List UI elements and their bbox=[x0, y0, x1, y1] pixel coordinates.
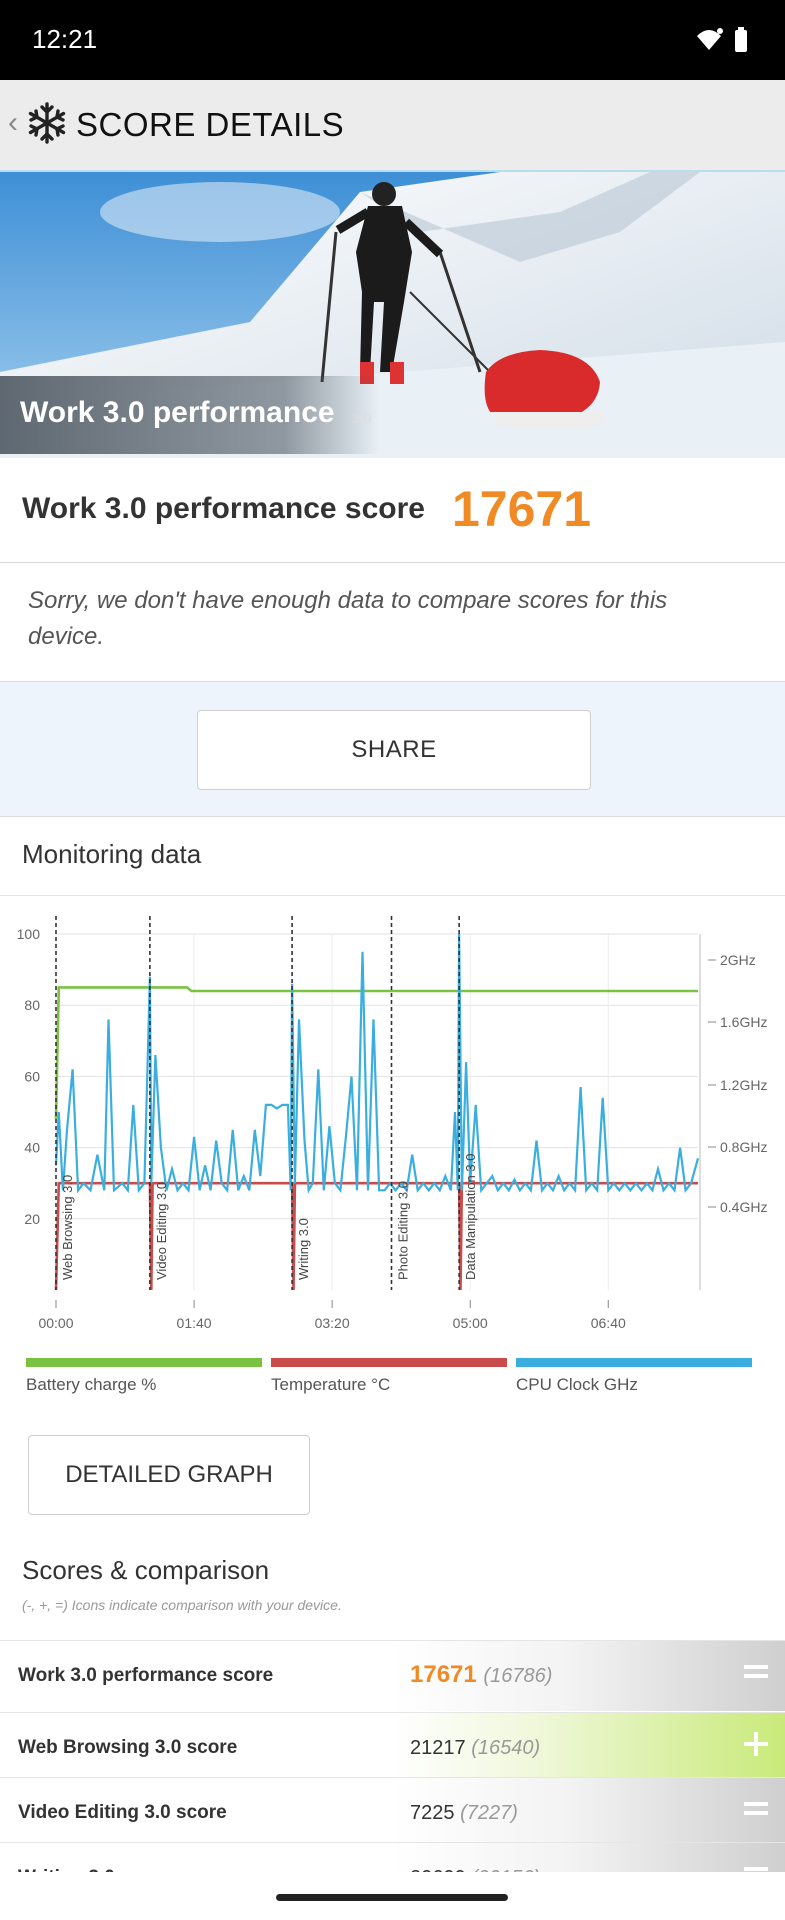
row-value: 21217 (16540) bbox=[410, 1737, 540, 1760]
comparison-notice: Sorry, we don't have enough data to comp… bbox=[0, 563, 785, 682]
hero-version: 3.0 bbox=[352, 410, 372, 426]
series-line-temperature bbox=[54, 1181, 698, 1291]
event-label: Photo Editing 3.0 bbox=[395, 1181, 410, 1280]
event-label: Data Manipulation 3.0 bbox=[463, 1154, 478, 1280]
row-value: 17671 (16786) bbox=[410, 1661, 552, 1689]
row-value: 7225 (7227) bbox=[410, 1802, 518, 1825]
y2-tick-label: 1.6GHz bbox=[720, 1014, 767, 1030]
scores-subtitle: (-, +, =) Icons indicate comparison with… bbox=[22, 1597, 342, 1613]
row-score: 17671 bbox=[410, 1661, 477, 1688]
monitoring-chart-svg: 20 40 60 80 100 00:00 01:40 03:20 05:00 06:40 2GHz… bbox=[17, 916, 767, 1331]
equal-icon bbox=[744, 1665, 768, 1678]
hero-caption: Work 3.0 performance 3.0 bbox=[0, 376, 380, 454]
monitoring-header: Monitoring data bbox=[0, 816, 785, 896]
home-gesture-pill[interactable] bbox=[276, 1894, 508, 1901]
series-line-battery bbox=[54, 986, 698, 1120]
row-reference: (16786) bbox=[483, 1665, 553, 1687]
row-value-cell: 7225 (7227) bbox=[392, 1778, 785, 1848]
detailed-graph-button[interactable]: DETAILED GRAPH bbox=[28, 1435, 310, 1515]
x-tick-label: 06:40 bbox=[591, 1315, 626, 1331]
y-tick-label: 80 bbox=[24, 997, 40, 1013]
hero-title: Work 3.0 performance bbox=[20, 396, 335, 429]
y2-tick-label: 1.2GHz bbox=[720, 1077, 767, 1093]
y-tick-label: 60 bbox=[24, 1068, 40, 1084]
score-label: Work 3.0 performance score bbox=[22, 492, 425, 525]
scores-title: Scores & comparison bbox=[22, 1555, 270, 1585]
legend-battery: Battery charge % bbox=[26, 1358, 262, 1395]
app-bar: ‹ SCORE DETAILS bbox=[0, 80, 785, 173]
score-value: 17671 bbox=[452, 481, 592, 537]
event-label: Writing 3.0 bbox=[296, 1218, 311, 1280]
y-tick-label: 20 bbox=[24, 1211, 40, 1227]
event-label: Web Browsing 3.0 bbox=[60, 1175, 75, 1280]
y2-tick-label: 0.8GHz bbox=[720, 1139, 767, 1155]
status-time: 12:21 bbox=[32, 24, 98, 54]
row-reference: (7227) bbox=[460, 1802, 518, 1824]
legend-temperature: Temperature °C bbox=[271, 1358, 507, 1395]
battery-icon bbox=[735, 27, 747, 52]
row-name: Work 3.0 performance score bbox=[18, 1665, 274, 1686]
y-tick-label: 40 bbox=[24, 1140, 40, 1156]
score-row-web-browsing[interactable]: Web Browsing 3.0 score 21217 (16540) bbox=[0, 1712, 785, 1783]
row-value-cell: 17671 (16786) bbox=[392, 1641, 785, 1711]
sled-figure bbox=[409, 291, 605, 428]
row-value-cell: 21217 (16540) bbox=[392, 1713, 785, 1783]
plus-icon bbox=[744, 1732, 768, 1756]
row-reference: (16540) bbox=[471, 1737, 541, 1759]
event-label: Video Editing 3.0 bbox=[154, 1182, 169, 1280]
legend-temperature-label: Temperature °C bbox=[271, 1375, 391, 1394]
score-row-work[interactable]: Work 3.0 performance score 17671 (16786) bbox=[0, 1640, 785, 1711]
back-chevron-icon[interactable]: ‹ bbox=[8, 106, 18, 139]
page-title: SCORE DETAILS bbox=[76, 106, 345, 143]
legend-cpu-label: CPU Clock GHz bbox=[516, 1375, 638, 1394]
x-tick-label: 05:00 bbox=[453, 1315, 488, 1331]
x-tick-label: 03:20 bbox=[315, 1315, 350, 1331]
y2-tick-label: 2GHz bbox=[720, 952, 756, 968]
status-bar: 12:21 bbox=[0, 0, 785, 80]
x-tick-label: 01:40 bbox=[177, 1315, 212, 1331]
status-icons bbox=[697, 27, 747, 52]
legend-cpu: CPU Clock GHz bbox=[516, 1358, 752, 1395]
row-name: Video Editing 3.0 score bbox=[18, 1802, 227, 1823]
x-tick-label: 00:00 bbox=[38, 1315, 73, 1331]
legend-cpu-swatch bbox=[516, 1358, 752, 1367]
row-score: 21217 bbox=[410, 1737, 466, 1759]
wifi-icon bbox=[697, 28, 723, 50]
snowflake-logo-icon bbox=[28, 102, 66, 144]
equal-icon bbox=[744, 1802, 768, 1815]
monitoring-chart: 20 40 60 80 100 00:00 01:40 03:20 05:00 06:40 2GHz… bbox=[0, 894, 785, 1354]
y2-tick-label: 0.4GHz bbox=[720, 1199, 767, 1215]
row-score: 7225 bbox=[410, 1802, 455, 1824]
row-name: Web Browsing 3.0 score bbox=[18, 1737, 238, 1758]
legend-battery-label: Battery charge % bbox=[26, 1375, 157, 1394]
navigation-bar bbox=[0, 1872, 785, 1920]
legend-temperature-swatch bbox=[271, 1358, 507, 1367]
share-button[interactable]: SHARE bbox=[197, 710, 591, 790]
score-summary: Work 3.0 performance score 17671 bbox=[0, 458, 785, 563]
series-line-cpu bbox=[54, 933, 700, 1194]
chart-legend: Battery charge % Temperature °C CPU Cloc… bbox=[0, 1358, 785, 1408]
y-tick-label: 100 bbox=[17, 926, 41, 942]
notice-text: Sorry, we don't have enough data to comp… bbox=[28, 587, 668, 650]
share-section: SHARE bbox=[0, 682, 785, 816]
score-row-video-editing[interactable]: Video Editing 3.0 score 7225 (7227) bbox=[0, 1777, 785, 1848]
monitoring-title: Monitoring data bbox=[22, 839, 202, 869]
legend-battery-swatch bbox=[26, 1358, 262, 1367]
